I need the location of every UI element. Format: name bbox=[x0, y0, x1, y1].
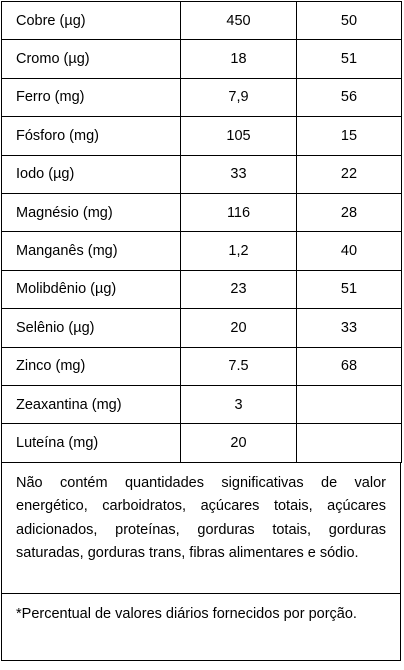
nutrient-cell: Iodo (µg) bbox=[1, 154, 181, 194]
daily-value-cell: 33 bbox=[296, 308, 402, 348]
amount-cell: 20 bbox=[180, 308, 297, 348]
table-row: Cromo (µg) 18 51 bbox=[1, 39, 402, 79]
daily-value-cell: 15 bbox=[296, 116, 402, 156]
table-row: Zinco (mg) 7.5 68 bbox=[1, 346, 402, 386]
nutrient-cell: Magnésio (mg) bbox=[1, 192, 181, 233]
table-row: Manganês (mg) 1,2 40 bbox=[1, 231, 402, 271]
daily-value-cell: 51 bbox=[296, 39, 402, 79]
nutrient-cell: Cromo (µg) bbox=[1, 39, 181, 79]
table-row: Magnésio (mg) 116 28 bbox=[1, 192, 402, 233]
table-row: Zeaxantina (mg) 3 bbox=[1, 384, 402, 425]
amount-cell: 3 bbox=[180, 384, 297, 425]
table-row: Ferro (mg) 7,9 56 bbox=[1, 77, 402, 118]
amount-cell: 116 bbox=[180, 192, 297, 233]
amount-cell: 450 bbox=[180, 0, 297, 41]
nutrition-table: Cobre (µg) 450 50 Cromo (µg) 18 51 Ferro (mg) 7… bbox=[1, 0, 402, 463]
nutrient-cell: Molibdênio (µg) bbox=[1, 269, 181, 310]
table-row: Molibdênio (µg) 23 51 bbox=[1, 269, 402, 310]
nutrient-cell: Zeaxantina (mg) bbox=[1, 384, 181, 425]
nutrient-cell: Manganês (mg) bbox=[1, 231, 181, 271]
amount-cell: 105 bbox=[180, 116, 297, 156]
table-row: Fósforo (mg) 105 15 bbox=[1, 116, 402, 156]
composition-note: Não contém quantidades significativas de… bbox=[1, 462, 401, 594]
table-row: Iodo (µg) 33 22 bbox=[1, 154, 402, 194]
nutrient-cell: Cobre (µg) bbox=[1, 0, 181, 41]
footnote: *Percentual de valores diários fornecido… bbox=[1, 593, 401, 661]
nutrient-cell: Luteína (mg) bbox=[1, 423, 181, 463]
table-body: Cobre (µg) 450 50 Cromo (µg) 18 51 Ferro (mg) 7… bbox=[1, 0, 402, 463]
amount-cell: 20 bbox=[180, 423, 297, 463]
daily-value-cell: 68 bbox=[296, 346, 402, 386]
nutrient-cell: Fósforo (mg) bbox=[1, 116, 181, 156]
nutrient-cell: Selênio (µg) bbox=[1, 308, 181, 348]
amount-cell: 7.5 bbox=[180, 346, 297, 386]
daily-value-cell: 50 bbox=[296, 0, 402, 41]
table-row: Luteína (mg) 20 bbox=[1, 423, 402, 463]
amount-cell: 33 bbox=[180, 154, 297, 194]
daily-value-cell: 28 bbox=[296, 192, 402, 233]
amount-cell: 23 bbox=[180, 269, 297, 310]
amount-cell: 18 bbox=[180, 39, 297, 79]
daily-value-cell: 56 bbox=[296, 77, 402, 118]
daily-value-cell bbox=[296, 423, 402, 463]
daily-value-cell bbox=[296, 384, 402, 425]
nutrient-cell: Ferro (mg) bbox=[1, 77, 181, 118]
nutrient-cell: Zinco (mg) bbox=[1, 346, 181, 386]
table-row: Cobre (µg) 450 50 bbox=[1, 0, 402, 41]
daily-value-cell: 40 bbox=[296, 231, 402, 271]
daily-value-cell: 51 bbox=[296, 269, 402, 310]
table-row: Selênio (µg) 20 33 bbox=[1, 308, 402, 348]
amount-cell: 1,2 bbox=[180, 231, 297, 271]
daily-value-cell: 22 bbox=[296, 154, 402, 194]
amount-cell: 7,9 bbox=[180, 77, 297, 118]
nutrition-table-panel: Cobre (µg) 450 50 Cromo (µg) 18 51 Ferro (mg) 7… bbox=[1, 0, 402, 661]
